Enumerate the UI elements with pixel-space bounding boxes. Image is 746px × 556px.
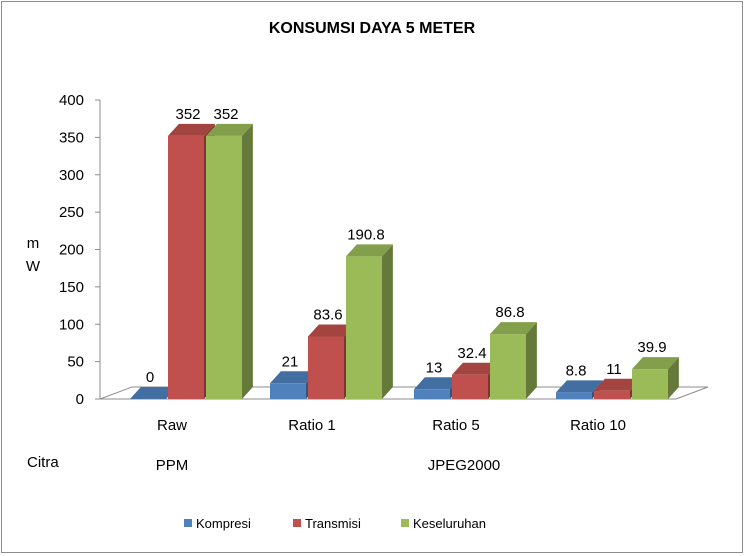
- axes: 0 50 100 150 200 250 300 350 400 Raw Ratio 1 Ratio …: [59, 92, 626, 474]
- bar-front: [452, 374, 488, 399]
- data-label: 32.4: [457, 345, 486, 362]
- bar-front: [168, 135, 204, 399]
- bar-keseluruhan-ratio-5: [490, 322, 537, 399]
- bar-top: [168, 123, 215, 136]
- bar-top: [346, 244, 393, 257]
- bar-front: [556, 392, 592, 399]
- y-tick-label: 100: [59, 316, 84, 333]
- bar-top: [556, 380, 603, 393]
- data-label: 0: [146, 369, 154, 386]
- y-tick-label: 350: [59, 129, 84, 146]
- bar-top: [632, 357, 679, 370]
- x-group-label: JPEG2000: [428, 457, 501, 474]
- bar-top: [490, 322, 537, 335]
- bar-front: [414, 389, 450, 399]
- y-tick-label: 50: [67, 354, 84, 371]
- data-label: 352: [175, 106, 200, 123]
- data-label: 13: [426, 359, 443, 376]
- data-label: 8.8: [566, 362, 587, 379]
- data-label: 39.9: [637, 339, 666, 356]
- x-tick-label: Ratio 5: [432, 417, 480, 434]
- bar-top: [414, 377, 461, 390]
- bar-top: [206, 123, 253, 136]
- bars: [130, 123, 679, 399]
- legend-item-kompresi: Kompresi: [184, 516, 251, 531]
- chart-title: KONSUMSI DAYA 5 METER: [269, 20, 476, 37]
- bar-keseluruhan-raw: [206, 123, 253, 399]
- bar-front: [490, 334, 526, 399]
- data-label: 86.8: [495, 304, 524, 321]
- y-axis-label-line-1: m: [27, 235, 40, 252]
- y-tick-label: 0: [76, 391, 84, 408]
- data-label: 352: [213, 106, 238, 123]
- bar-top: [452, 362, 499, 375]
- x-tick-label: Ratio 1: [288, 417, 336, 434]
- legend-swatch: [401, 519, 409, 527]
- legend-swatch: [184, 519, 192, 527]
- bar-front: [632, 369, 668, 399]
- legend-label: Transmisi: [305, 516, 361, 531]
- bar-front: [594, 390, 630, 399]
- y-tick-label: 150: [59, 279, 84, 296]
- x-tick-label: Ratio 10: [570, 417, 626, 434]
- bar-side: [242, 123, 253, 399]
- bar-front: [206, 135, 242, 399]
- legend-swatch: [293, 519, 301, 527]
- x-axis-label: Citra: [27, 454, 59, 471]
- data-label: 21: [282, 353, 299, 370]
- bar-keseluruhan-ratio-1: [346, 244, 393, 399]
- legend-label: Kompresi: [196, 516, 251, 531]
- x-group-label: PPM: [156, 457, 189, 474]
- bar-front: [346, 256, 382, 399]
- bar-kompresi-raw: [130, 387, 177, 399]
- legend-item-transmisi: Transmisi: [293, 516, 361, 531]
- legend: Kompresi Transmisi Keseluruhan: [184, 516, 486, 531]
- bar-front: [270, 383, 306, 399]
- y-tick-label: 300: [59, 167, 84, 184]
- bar-side: [382, 244, 393, 399]
- bar-side: [526, 322, 537, 399]
- bar-front: [308, 336, 344, 399]
- y-tick-label: 400: [59, 92, 84, 109]
- bar-keseluruhan-ratio-10: [632, 357, 679, 399]
- data-label: 11: [606, 361, 622, 378]
- y-axis-label-line-2: W: [26, 258, 41, 275]
- bar-top: [130, 387, 177, 399]
- y-tick-label: 200: [59, 242, 84, 259]
- legend-label: Keseluruhan: [413, 516, 486, 531]
- bar-top: [308, 324, 355, 337]
- data-label: 83.6: [313, 307, 342, 324]
- legend-item-keseluruhan: Keseluruhan: [401, 516, 486, 531]
- bar-side: [668, 357, 679, 399]
- data-label: 190.8: [347, 226, 385, 243]
- y-tick-label: 250: [59, 204, 84, 221]
- data-labels: 0 352 352 21 83.6 190.8 13 32.4 86.8 8.8 11 39.9: [146, 106, 667, 386]
- x-tick-label: Raw: [157, 417, 187, 434]
- bar-top: [270, 371, 317, 384]
- bar-top: [594, 378, 641, 391]
